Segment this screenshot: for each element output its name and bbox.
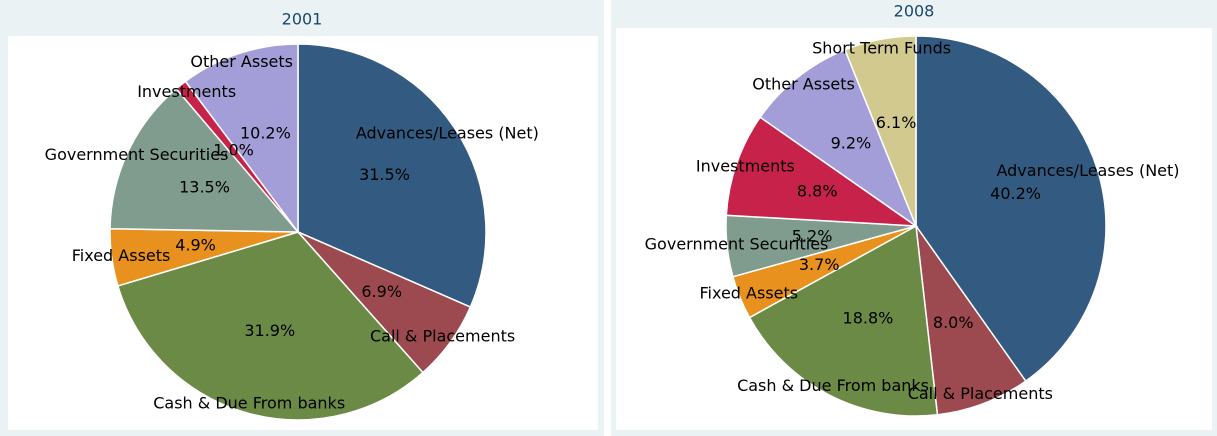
pie-slice	[184, 43, 299, 235]
slice-label: Investments	[696, 156, 795, 175]
slice-label: Other Assets	[752, 74, 855, 93]
value-label: 9.2%	[831, 134, 872, 153]
chart-title: 2008	[894, 2, 935, 21]
value-label: 6.9%	[361, 282, 402, 301]
value-label: 18.8%	[843, 308, 894, 327]
slice-label: Other Assets	[190, 52, 293, 71]
pie-slice	[748, 224, 939, 417]
slice-label: Cash & Due From banks	[737, 376, 929, 395]
value-label: 8.0%	[933, 313, 974, 332]
slice-label: Fixed Assets	[699, 284, 798, 303]
value-label: 31.5%	[359, 165, 410, 184]
value-label: 8.8%	[797, 181, 838, 200]
slice-label: Government Securities	[45, 145, 229, 164]
slice-label: Call & Placements	[370, 326, 515, 345]
value-label: 1.0%	[213, 141, 254, 160]
value-label: 6.1%	[876, 113, 917, 132]
value-label: 31.9%	[244, 321, 295, 340]
pie-slice	[915, 225, 1027, 416]
pie-slice	[109, 87, 300, 233]
slice-label: Government Securities	[645, 235, 829, 254]
chart-title: 2001	[282, 10, 323, 29]
pie-slice	[843, 35, 917, 227]
pie-slice	[116, 231, 424, 421]
slice-label: Short Term Funds	[812, 38, 951, 57]
value-label: 5.2%	[792, 227, 833, 246]
pie-slice	[915, 35, 1107, 383]
slice-label: Fixed Assets	[72, 246, 171, 265]
slice-label: Investments	[137, 82, 236, 101]
pie-slice	[759, 48, 918, 229]
value-label: 3.7%	[799, 255, 840, 274]
value-label: 4.9%	[175, 236, 216, 255]
slice-label: Advances/Leases (Net)	[996, 161, 1179, 180]
value-label: 10.2%	[240, 123, 291, 142]
value-label: 40.2%	[990, 184, 1041, 203]
value-label: 13.5%	[179, 177, 230, 196]
slice-label: Cash & Due From banks	[153, 393, 345, 412]
pie-slice	[725, 116, 919, 227]
pie-slice	[297, 43, 487, 308]
slice-label: Advances/Leases (Net)	[356, 124, 539, 143]
slice-label: Call & Placements	[908, 384, 1053, 403]
